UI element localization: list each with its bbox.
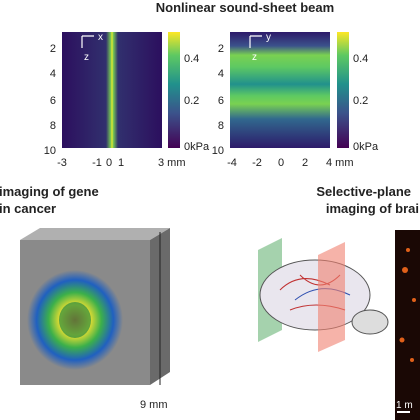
axis-label: x [98, 32, 103, 43]
colorbar-tick-label: 0.2 [353, 95, 368, 107]
x-tick-label: 4 mm [326, 157, 354, 169]
colorbar-tick-label: 0.4 [184, 53, 199, 65]
panel-title: in cancer [0, 201, 56, 216]
colorbar-tick-label: 0.2 [184, 95, 199, 107]
y-tick-label: 6 [50, 95, 56, 107]
colorbar [337, 32, 349, 148]
panel-title: Selective-plane [316, 184, 411, 199]
scale-label: 9 mm [140, 399, 168, 411]
x-tick-label: 1 [118, 157, 124, 169]
brain-diagram [258, 238, 389, 352]
panel-title: imaging of brai [326, 201, 419, 216]
volume-render [20, 228, 170, 385]
figure-title: Nonlinear sound-sheet beam [156, 0, 334, 15]
colorbar-tick-label: 0.4 [353, 53, 368, 65]
y-tick-label: 4 [218, 68, 224, 80]
y-tick-label: 4 [50, 68, 56, 80]
heatmap [62, 32, 162, 148]
axis-label: z [252, 52, 257, 63]
axis-arrows [81, 35, 262, 48]
y-tick-label: 10 [44, 145, 56, 157]
x-tick-label: 3 mm [158, 157, 186, 169]
colorbar-tick-label: 0kPa [353, 141, 379, 153]
x-tick-label: -4 [227, 157, 237, 169]
x-tick-label: -3 [57, 157, 67, 169]
x-tick-label: -1 [92, 157, 102, 169]
x-tick-label: 0 [278, 157, 284, 169]
axis-label: y [266, 32, 271, 43]
panel-title: imaging of gene [0, 184, 99, 199]
heatmap [230, 32, 330, 148]
y-tick-label: 10 [212, 145, 224, 157]
y-tick-label: 2 [50, 43, 56, 55]
scale-label: 1 m [396, 400, 413, 411]
x-tick-label: 2 [302, 157, 308, 169]
colorbar-tick-label: 0kPa [184, 141, 210, 153]
y-tick-label: 8 [218, 120, 224, 132]
y-tick-label: 8 [50, 120, 56, 132]
x-tick-label: 0 [106, 157, 112, 169]
microscopy-image [395, 230, 420, 420]
x-tick-label: -2 [252, 157, 262, 169]
speckle [399, 248, 416, 362]
y-tick-label: 6 [218, 95, 224, 107]
y-tick-label: 2 [218, 43, 224, 55]
axis-label: z [84, 52, 89, 63]
colorbar [168, 32, 180, 148]
